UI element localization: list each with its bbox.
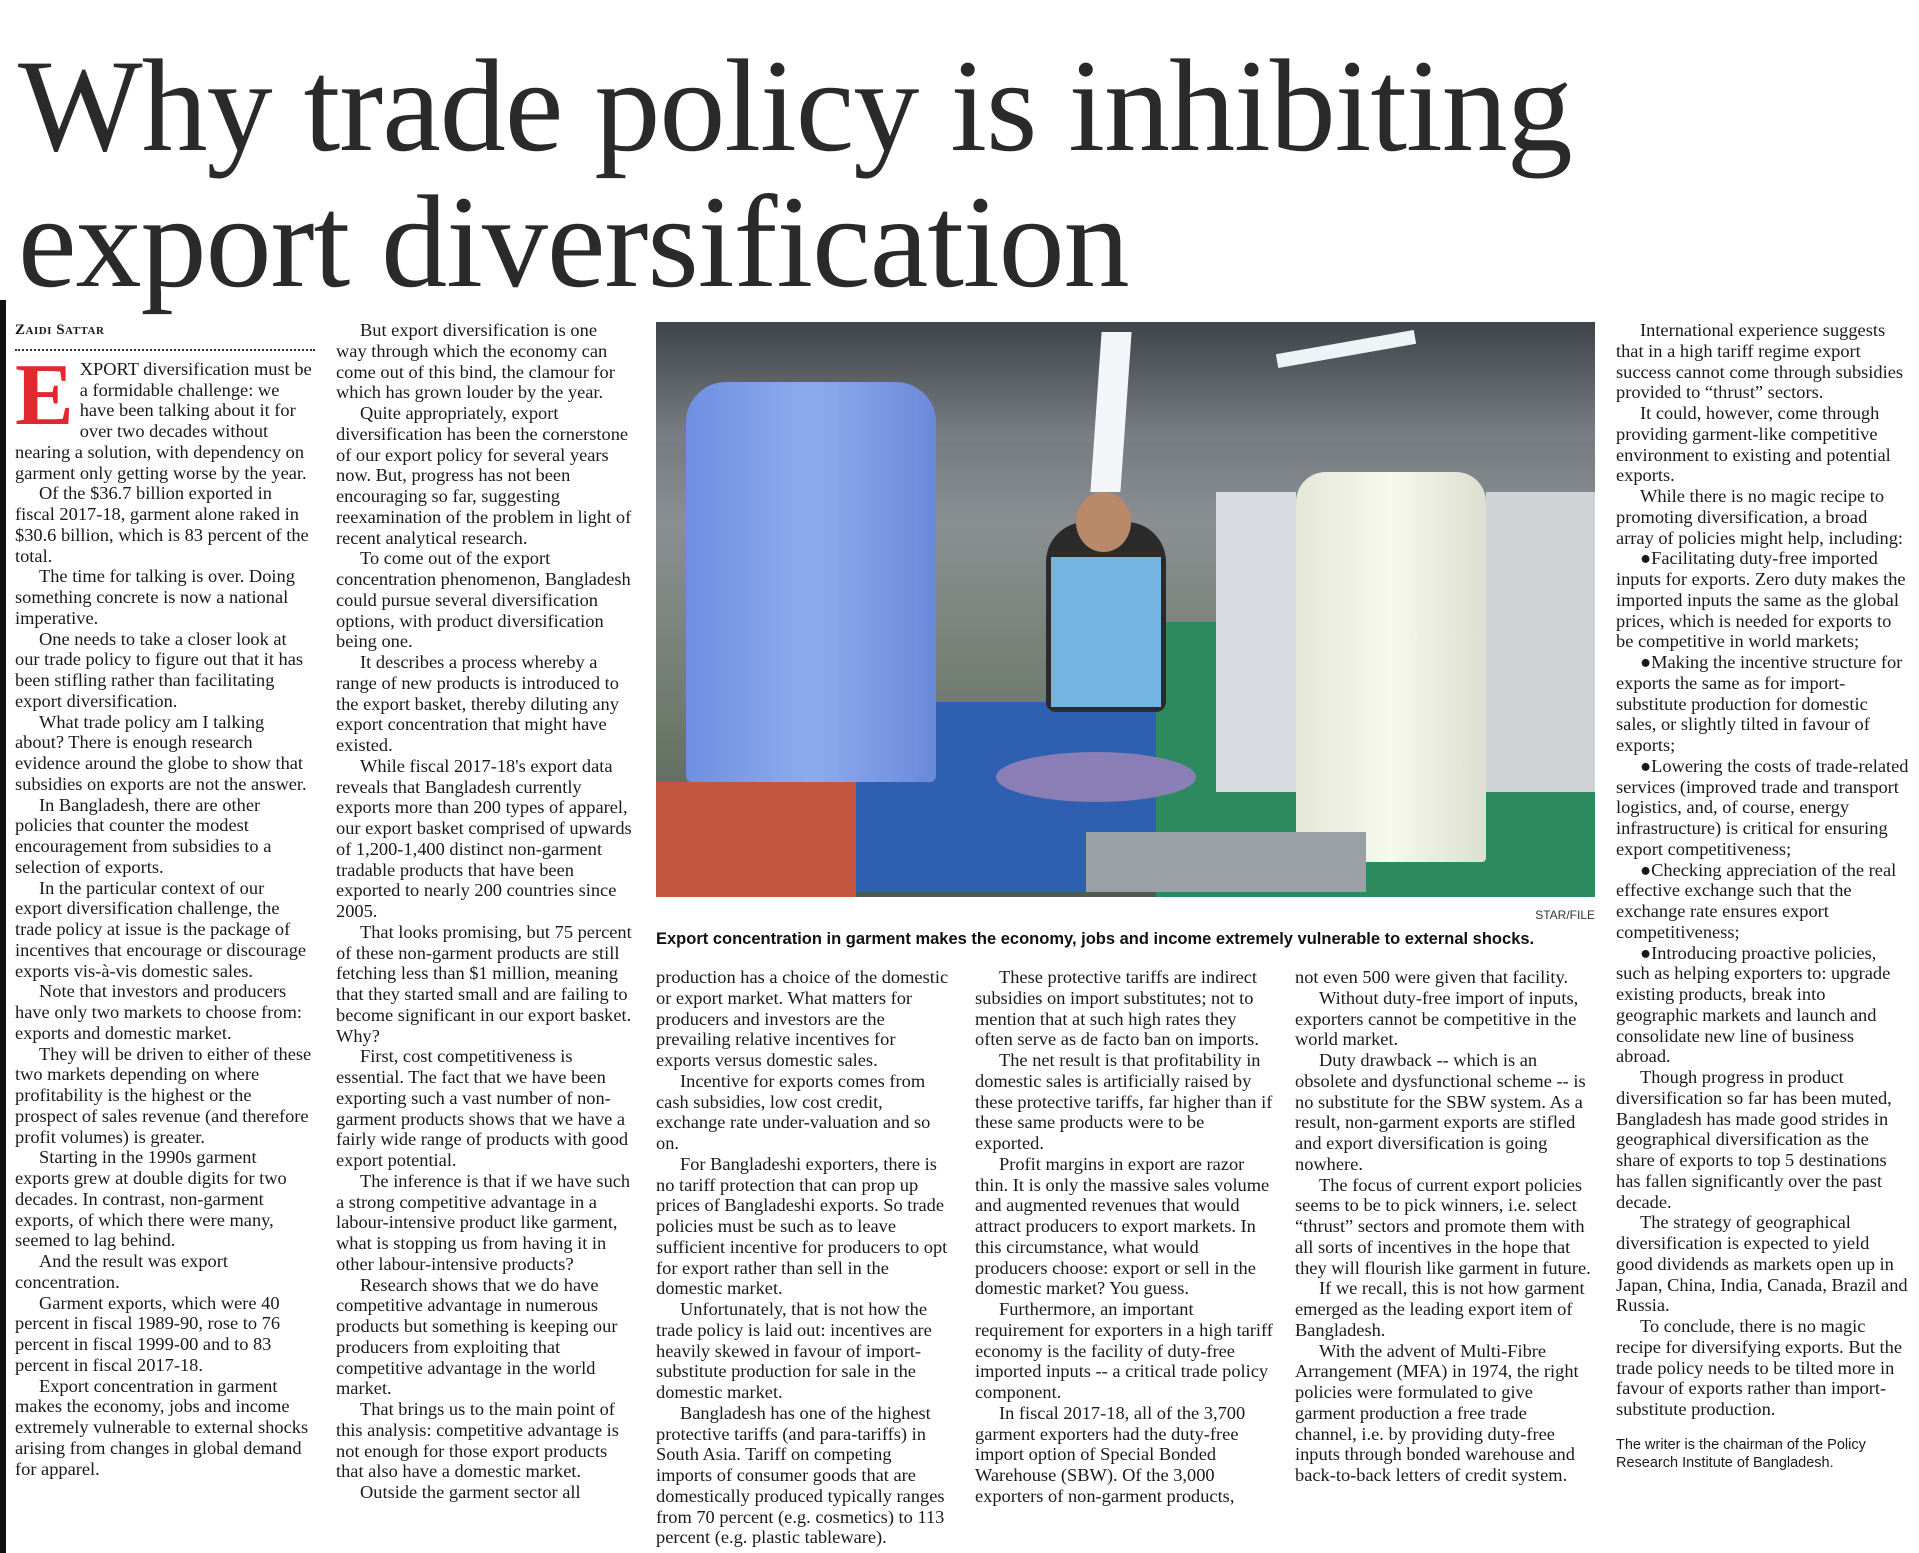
paragraph: Bangladesh has one of the highest protec… [656,1402,945,1548]
paragraph: ●Checking appreciation of the real effec… [1616,859,1897,942]
paragraph: In fiscal 2017-18, all of the 3,700 garm… [975,1402,1246,1506]
article-column-4: These protective tariffs are indirect su… [975,967,1273,1550]
paragraph: While there is no magic recipe to promot… [1616,486,1904,548]
paragraph: That brings us to the main point of this… [336,1399,619,1482]
paragraph: That looks promising, but 75 percent of … [336,921,632,1046]
paragraph: What trade policy am I talking about? Th… [15,711,307,794]
article-column-3: production has a choice of the domestic … [656,967,952,1550]
paragraph: It describes a process whereby a range o… [336,652,619,755]
headline-line-1: Why trade policy is inhibiting [18,32,1573,179]
paragraph: First, cost competitiveness is essential… [336,1046,629,1170]
paragraph: Export concentration in garment makes th… [15,1375,309,1479]
paragraph: Without duty-free import of inputs, expo… [1295,987,1579,1050]
paragraph: Garment exports, which were 40 percent i… [15,1292,281,1375]
byline: Zaidi Sattar [15,322,105,338]
page-edge [0,300,6,1553]
author-note: The writer is the chairman of the Policy… [1616,1436,1866,1471]
hanging-shirts [1486,492,1595,792]
tray [1086,832,1366,892]
paragraph: One needs to take a closer look at our t… [15,628,304,711]
paragraph: not even 500 were given that facility. [1295,967,1569,987]
worker-head [1076,492,1131,552]
paragraph: Duty drawback -- which is an obsolete an… [1295,1050,1586,1174]
red-floor [656,782,856,897]
worker-vest [1051,557,1161,707]
paragraph: The net result is that profitability in … [975,1050,1273,1153]
paragraph: In Bangladesh, there are other policies … [15,794,272,877]
paragraph: It could, however, come through providin… [1616,403,1891,486]
paragraph: The inference is that if we have such a … [336,1170,631,1274]
headline-line-2: export diversification [18,168,1130,315]
article-column-5: not even 500 were given that facility. Wi… [1295,967,1592,1550]
photo-caption: Export concentration in garment makes th… [656,930,1535,948]
paragraph: ●Facilitating duty-free imported inputs … [1616,548,1906,652]
paragraph: To come out of the export concentration … [336,548,631,652]
paragraph: The focus of current export policies see… [1295,1174,1591,1278]
paragraph: While fiscal 2017-18's export data revea… [336,755,632,921]
paragraph: If we recall, this is not how garment em… [1295,1278,1585,1340]
paragraph: Incentive for exports comes from cash su… [656,1070,931,1153]
paragraph: To conclude, there is no magic recipe fo… [1616,1316,1902,1419]
photo-credit: STAR/FILE [1535,908,1595,922]
white-shirt [1296,472,1486,862]
paragraph: And the result was export concentration. [15,1251,228,1292]
paragraph: Research shows that we do have competiti… [336,1274,618,1399]
article-column-2: But export diversification is one way th… [336,320,632,1550]
paragraph: The time for talking is over. Doing some… [15,566,295,628]
paragraph: International experience suggests that i… [1616,320,1904,403]
paragraph: Of the $36.7 billion exported in fiscal … [15,483,309,566]
paragraph: ●Introducing proactive policies, such as… [1616,942,1891,1067]
paragraph: Quite appropriately, export diversificat… [336,403,632,548]
blue-shirt [686,382,936,782]
paragraph: Starting in the 1990s garment exports gr… [15,1147,287,1251]
headline: Why trade policy is inhibiting export di… [18,38,1898,310]
paragraph: Profit margins in export are razor thin.… [975,1153,1270,1299]
paragraph: production has a choice of the domestic … [656,967,949,1070]
paragraph: But export diversification is one way th… [336,320,615,403]
paragraph: In the particular context of our export … [15,877,307,981]
drop-cap: E [15,346,74,444]
paragraph: Furthermore, an important requirement fo… [975,1299,1273,1402]
paragraph: The strategy of geographical diversifica… [1616,1212,1908,1316]
paragraph: Outside the garment sector all [360,1482,581,1502]
article-column-6: International experience suggests that i… [1616,320,1909,1550]
paragraph: ●Making the incentive structure for expo… [1616,652,1903,755]
paragraph: Though progress in product diversificati… [1616,1067,1892,1212]
paragraph: They will be driven to either of these t… [15,1043,312,1147]
article-column-1: Zaidi Sattar E XPORT diversification must… [15,320,315,1550]
hanging-shirts [1216,492,1296,792]
paragraph: These protective tariffs are indirect su… [975,967,1259,1050]
byline-divider [15,348,315,351]
paragraph: ●Lowering the costs of trade-related ser… [1616,755,1909,859]
paragraph: Note that investors and producers have o… [15,981,303,1043]
paragraph: Unfortunately, that is not how the trade… [656,1299,932,1402]
paragraph: XPORT diversification must be a formidab… [15,358,312,483]
paragraph: For Bangladeshi exporters, there is no t… [656,1153,948,1299]
garment-factory-photo [656,322,1595,897]
ironing-board [996,752,1196,802]
paragraph: With the advent of Multi-Fibre Arrangeme… [1295,1340,1579,1486]
